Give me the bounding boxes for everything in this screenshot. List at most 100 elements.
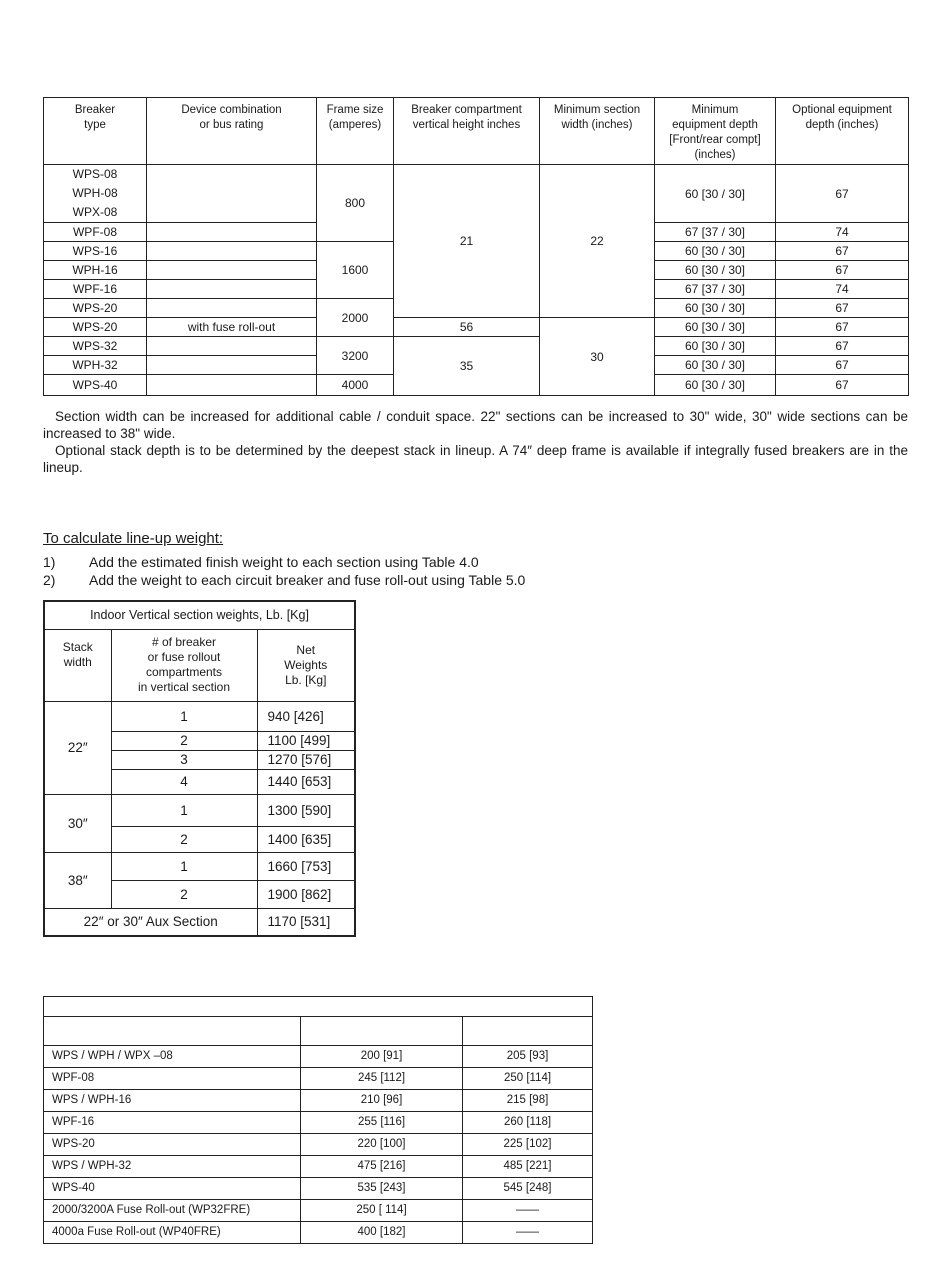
table-row: WPS-40 4000 60 [30 / 30] 67 [43,374,909,396]
table-row: 22″ or 30″ Aux Section 1170 [531] [43,907,356,937]
compartment-height-cell: 21 [393,164,540,318]
table-row: WPF-16 67 [37 / 30] 74 [43,279,909,299]
column-header: Frame size (amperes) [316,97,394,165]
section-weights-table: Indoor Vertical section weights, Lb. [Kg… [43,600,356,937]
breaker-dimensions-table: Breaker type Device combination or bus ra… [43,97,909,396]
weight-cell: 220 [100] [300,1133,463,1156]
compartment-count-cell: 1 [110,793,258,827]
breaker-type-cell: WPS-20 [43,317,147,337]
weight-cell: 535 [243] [300,1177,463,1200]
breaker-type-cell: WPS-08 WPH-08 WPX-08 [43,164,147,223]
table-row: WPS-16 1600 60 [30 / 30] 67 [43,241,909,299]
weight-cell: 255 [116] [300,1111,463,1134]
table-row: WPS / WPH-32 475 [216] 485 [221] [43,1155,594,1178]
weight-cell: 225 [102] [461,1133,594,1156]
table-title: Indoor Vertical section weights, Lb. [Kg… [43,600,356,630]
table-row: 3 1270 [576] [44,749,356,770]
table-title-row [42,996,594,1017]
breaker-label-cell: 2000/3200A Fuse Roll-out (WP32FRE) [43,1199,301,1222]
column-header: Breaker type [43,97,147,165]
breaker-type-cell: WPS-32 [43,336,147,356]
section-width-cell: 22 [539,164,655,318]
stack-width-cell: 38″ [43,851,112,909]
breaker-label-cell: WPS-40 [43,1177,301,1200]
device-combination-cell [146,279,317,299]
column-header: Net Weights Lb. [Kg] [256,628,356,702]
breaker-label-cell: WPS-20 [43,1133,301,1156]
column-header: Breaker compartment vertical height inch… [393,97,540,165]
weight-cell: 485 [221] [461,1155,594,1178]
compartment-height-cell: 56 [393,317,540,337]
breaker-weights-table: WPS / WPH / WPX –08 200 [91] 205 [93] WPF-0… [42,996,594,1244]
optional-depth-cell: 67 [775,374,909,396]
optional-depth-cell: 67 [775,336,909,356]
weight-cell: 205 [93] [461,1045,594,1068]
column-header [300,1016,463,1046]
table-row: 38″ 1 1660 [753] [43,851,356,909]
breaker-type-cell: WPS-20 [43,298,147,318]
net-weight-cell: 1660 [753] [256,851,356,881]
device-combination-cell [146,374,317,396]
calc-step: 1) Add the estimated finish weight to eac… [43,554,479,570]
equipment-depth-cell: 60 [30 / 30] [654,298,776,318]
frame-size-cell: 1600 [316,241,394,299]
equipment-depth-cell: 67 [37 / 30] [654,222,776,242]
breaker-type-cell: WPS-16 [43,241,147,261]
device-combination-cell [146,298,317,318]
table-row: WPS / WPH-16 210 [96] 215 [98] [43,1089,594,1112]
table-row: 2 1100 [499] [44,730,356,751]
breaker-label-cell: WPS / WPH / WPX –08 [43,1045,301,1068]
column-header: Minimum equipment depth [Front/rear comp… [654,97,776,165]
equipment-depth-cell: 60 [30 / 30] [654,374,776,396]
table-row: WPS / WPH / WPX –08 200 [91] 205 [93] [43,1045,594,1068]
breaker-type-cell: WPF-08 [43,222,147,242]
compartment-count-cell: 1 [110,851,258,881]
section-width-cell: 30 [539,317,655,396]
net-weight-cell: 1270 [576] [256,749,356,770]
table-row: 22″ 1 940 [426] [43,700,356,795]
net-weight-cell: 1900 [862] [256,879,356,909]
breaker-type-cell: WPH-16 [43,260,147,280]
weight-cell: 545 [248] [461,1177,594,1200]
compartment-count-cell: 4 [110,768,258,795]
stack-width-cell: 22″ [43,700,112,795]
optional-depth-cell: 67 [775,164,909,223]
device-combination-cell [146,355,317,375]
compartment-count-cell: 3 [110,749,258,770]
column-header: Minimum section width (inches) [539,97,655,165]
frame-size-cell: 4000 [316,374,394,396]
table-row: WPS-08 WPH-08 WPX-08 800 21 22 60 [30 / 30] 6… [43,164,909,318]
table-row: WPF-08 245 [112] 250 [114] [43,1067,594,1090]
stack-width-cell: 30″ [43,793,112,853]
net-weight-cell: 940 [426] [256,700,356,732]
table-row: WPS-20 with fuse roll-out 56 30 60 [30 / 30]… [43,317,909,396]
table-row: 2 1900 [862] [44,879,356,909]
step-text: Add the weight to each circuit breaker a… [89,572,526,588]
breaker-label-cell: WPS / WPH-32 [43,1155,301,1178]
table-row: WPF-16 255 [116] 260 [118] [43,1111,594,1134]
equipment-depth-cell: 60 [30 / 30] [654,164,776,223]
weight-cell: 260 [118] [461,1111,594,1134]
weight-cell: —— [461,1199,594,1222]
weight-cell: 250 [ 114] [300,1199,463,1222]
optional-depth-cell: 67 [775,241,909,261]
table-row: Stack width # of breaker or fuse rollout … [43,628,356,702]
column-header [43,1016,301,1046]
optional-depth-cell: 67 [775,298,909,318]
optional-depth-cell: 67 [775,355,909,375]
equipment-depth-cell: 60 [30 / 30] [654,317,776,337]
optional-depth-cell: 74 [775,222,909,242]
weight-cell: 200 [91] [300,1045,463,1068]
weight-cell: 250 [114] [461,1067,594,1090]
breaker-label-cell: WPS / WPH-16 [43,1089,301,1112]
device-combination-cell: with fuse roll-out [146,317,317,337]
breaker-type-cell: WPH-32 [43,355,147,375]
equipment-depth-cell: 60 [30 / 30] [654,336,776,356]
table-row: WPS-40 535 [243] 545 [248] [43,1177,594,1200]
breaker-label-cell: 4000a Fuse Roll-out (WP40FRE) [43,1221,301,1244]
weight-cell: —— [461,1221,594,1244]
compartment-count-cell: 1 [110,700,258,732]
equipment-depth-cell: 60 [30 / 30] [654,260,776,280]
table-row: WPH-32 60 [30 / 30] 67 [43,355,909,375]
device-combination-cell [146,336,317,356]
